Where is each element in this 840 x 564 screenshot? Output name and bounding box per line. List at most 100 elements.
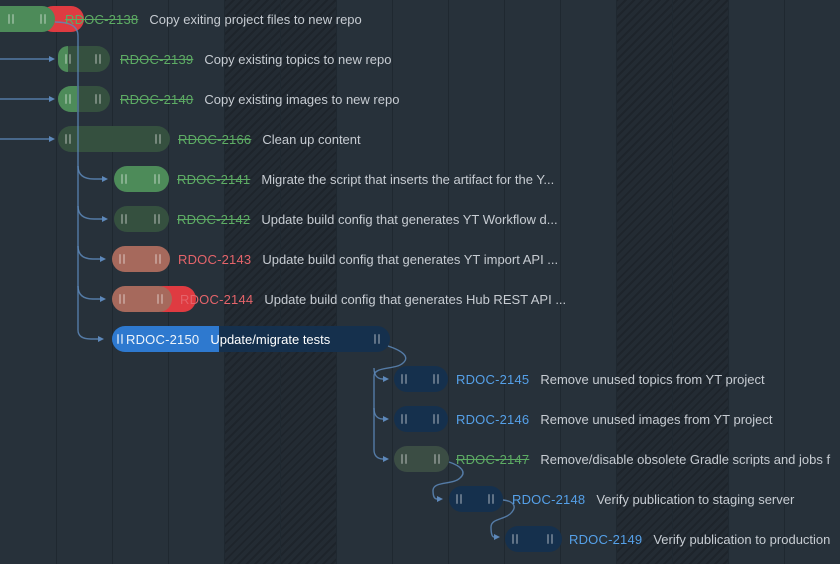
task-bar[interactable] bbox=[394, 406, 448, 432]
task-label: RDOC-2138 Copy exiting project files to n… bbox=[65, 6, 362, 32]
day-gridline bbox=[224, 0, 225, 564]
task-label: RDOC-2139 Copy existing topics to new rep… bbox=[120, 46, 391, 72]
task-label: RDOC-2149 Verify publication to productio… bbox=[569, 526, 830, 552]
issue-summary: Clean up content bbox=[262, 131, 361, 147]
day-gridline bbox=[56, 0, 57, 564]
task-bar[interactable] bbox=[0, 6, 55, 32]
task-bar[interactable]: RDOC-2150 Update/migrate tests bbox=[112, 326, 390, 352]
bar-resize-handle-left[interactable] bbox=[65, 134, 71, 144]
issue-id-link[interactable]: RDOC-2144 bbox=[180, 291, 254, 307]
day-gridline bbox=[168, 0, 169, 564]
day-gridline bbox=[392, 0, 393, 564]
task-bar[interactable] bbox=[112, 246, 170, 272]
issue-id-link[interactable]: RDOC-2143 bbox=[178, 251, 252, 267]
day-gridline bbox=[448, 0, 449, 564]
issue-summary: Update build config that generates Hub R… bbox=[264, 291, 567, 307]
task-label: RDOC-2166 Clean up content bbox=[178, 126, 361, 152]
task-label: RDOC-2141 Migrate the script that inserts… bbox=[177, 166, 554, 192]
bar-resize-handle-right[interactable] bbox=[433, 374, 439, 384]
task-bar[interactable] bbox=[449, 486, 503, 512]
bar-resize-handle-left[interactable] bbox=[65, 94, 71, 104]
bar-resize-handle-right[interactable] bbox=[157, 294, 163, 304]
bar-resize-handle-left[interactable] bbox=[401, 454, 407, 464]
issue-id-link[interactable]: RDOC-2150 bbox=[126, 331, 200, 347]
bar-resize-handle-left[interactable] bbox=[121, 214, 127, 224]
dependency-line bbox=[373, 345, 407, 450]
issue-summary: Remove/disable obsolete Gradle scripts a… bbox=[540, 451, 831, 467]
task-bar[interactable] bbox=[58, 126, 170, 152]
issue-summary: Update build config that generates YT Wo… bbox=[261, 211, 558, 227]
bar-resize-handle-left[interactable] bbox=[119, 294, 125, 304]
issue-summary: Copy existing images to new repo bbox=[204, 91, 400, 107]
issue-summary: Migrate the script that inserts the arti… bbox=[261, 171, 555, 187]
task-bar[interactable] bbox=[394, 366, 448, 392]
day-gridline bbox=[616, 0, 617, 564]
bar-resize-handle-right[interactable] bbox=[547, 534, 553, 544]
issue-summary: Remove unused images from YT project bbox=[540, 411, 773, 427]
task-label: RDOC-2150 Update/migrate tests bbox=[126, 326, 330, 352]
day-gridline bbox=[784, 0, 785, 564]
dependency-line bbox=[373, 449, 389, 462]
bar-resize-handle-right[interactable] bbox=[433, 414, 439, 424]
issue-summary: Verify publication to staging server bbox=[596, 491, 795, 507]
task-bar[interactable] bbox=[114, 206, 169, 232]
task-bar[interactable] bbox=[505, 526, 562, 552]
task-bar[interactable] bbox=[114, 166, 169, 192]
task-bar[interactable] bbox=[394, 446, 449, 472]
issue-id-link[interactable]: RDOC-2147 bbox=[456, 451, 530, 467]
issue-id-link[interactable]: RDOC-2148 bbox=[512, 491, 586, 507]
task-bar[interactable] bbox=[58, 46, 110, 72]
task-label: RDOC-2142 Update build config that genera… bbox=[177, 206, 558, 232]
bar-resize-handle-left[interactable] bbox=[8, 14, 14, 24]
task-bar[interactable] bbox=[112, 286, 172, 312]
issue-summary: Update/migrate tests bbox=[210, 331, 331, 347]
bar-resize-handle-left[interactable] bbox=[65, 54, 71, 64]
task-label: RDOC-2143 Update build config that genera… bbox=[178, 246, 558, 272]
bar-resize-handle-right[interactable] bbox=[374, 334, 380, 344]
task-label: RDOC-2140 Copy existing images to new rep… bbox=[120, 86, 399, 112]
dependency-line bbox=[77, 329, 104, 342]
issue-summary: Verify publication to production bbox=[653, 531, 831, 547]
dependency-line bbox=[77, 285, 106, 302]
day-gridline bbox=[560, 0, 561, 564]
issue-id-link[interactable]: RDOC-2145 bbox=[456, 371, 530, 387]
day-gridline bbox=[504, 0, 505, 564]
day-gridline bbox=[336, 0, 337, 564]
task-bar[interactable] bbox=[58, 86, 110, 112]
bar-resize-handle-right[interactable] bbox=[434, 454, 440, 464]
issue-id-link[interactable]: RDOC-2138 bbox=[65, 11, 139, 27]
bar-resize-handle-right[interactable] bbox=[488, 494, 494, 504]
bar-resize-handle-left[interactable] bbox=[119, 254, 125, 264]
task-label: RDOC-2148 Verify publication to staging s… bbox=[512, 486, 794, 512]
issue-summary: Copy existing topics to new repo bbox=[204, 51, 392, 67]
bar-resize-handle-left[interactable] bbox=[121, 174, 127, 184]
bar-resize-handle-left[interactable] bbox=[117, 334, 123, 344]
bar-resize-handle-left[interactable] bbox=[401, 374, 407, 384]
issue-summary: Remove unused topics from YT project bbox=[540, 371, 765, 387]
issue-summary: Update build config that generates YT im… bbox=[262, 251, 559, 267]
bar-resize-handle-right[interactable] bbox=[154, 174, 160, 184]
bar-resize-handle-right[interactable] bbox=[95, 94, 101, 104]
bar-resize-handle-right[interactable] bbox=[154, 214, 160, 224]
day-gridline bbox=[672, 0, 673, 564]
day-gridline bbox=[728, 0, 729, 564]
bar-resize-handle-left[interactable] bbox=[512, 534, 518, 544]
issue-id-link[interactable]: RDOC-2149 bbox=[569, 531, 643, 547]
dependency-line bbox=[77, 205, 108, 222]
bar-resize-handle-right[interactable] bbox=[95, 54, 101, 64]
task-label: RDOC-2144 Update build config that genera… bbox=[180, 286, 566, 312]
issue-id-link[interactable]: RDOC-2141 bbox=[177, 171, 251, 187]
bar-resize-handle-left[interactable] bbox=[401, 414, 407, 424]
bar-resize-handle-left[interactable] bbox=[456, 494, 462, 504]
bar-resize-handle-right[interactable] bbox=[155, 254, 161, 264]
issue-id-link[interactable]: RDOC-2140 bbox=[120, 91, 194, 107]
issue-id-link[interactable]: RDOC-2142 bbox=[177, 211, 251, 227]
bar-resize-handle-right[interactable] bbox=[40, 14, 46, 24]
issue-id-link[interactable]: RDOC-2146 bbox=[456, 411, 530, 427]
issue-id-link[interactable]: RDOC-2166 bbox=[178, 131, 252, 147]
issue-id-link[interactable]: RDOC-2139 bbox=[120, 51, 194, 67]
bar-resize-handle-right[interactable] bbox=[155, 134, 161, 144]
dependency-line bbox=[373, 407, 389, 422]
issue-summary: Copy exiting project files to new repo bbox=[149, 11, 362, 27]
